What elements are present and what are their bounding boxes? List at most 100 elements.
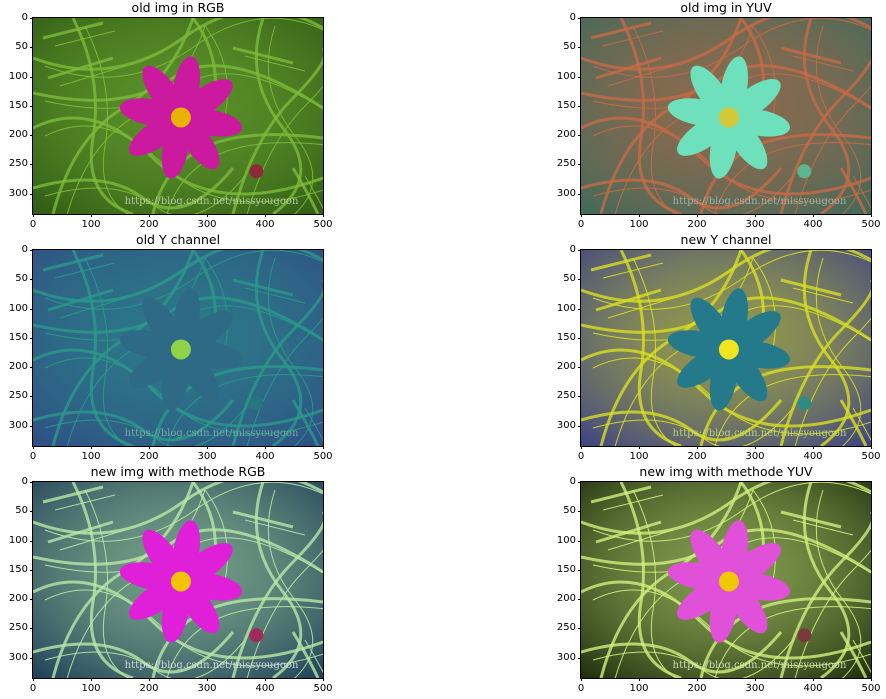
y-tick-label: 150 [548, 564, 581, 576]
x-tick-label: 200 [134, 446, 164, 463]
x-tick-label: 100 [624, 446, 654, 463]
y-tick-label: 100 [0, 71, 33, 83]
y-tick-label: 100 [548, 535, 581, 547]
panel-title: old img in YUV [680, 0, 772, 15]
image-axes: https://blog.csdn.net/missyougoon [580, 17, 872, 215]
x-tick-label: 500 [856, 214, 886, 231]
y-tick-label: 0 [548, 476, 581, 488]
y-tick-label: 150 [548, 332, 581, 344]
x-tick-label: 0 [566, 678, 596, 695]
panel-title: new img with methode YUV [639, 464, 813, 479]
y-tick-label: 50 [548, 505, 581, 517]
flower-image: https://blog.csdn.net/missyougoon [581, 250, 871, 446]
x-tick-label: 300 [740, 678, 770, 695]
y-tick-label: 250 [548, 158, 581, 170]
x-tick-label: 0 [18, 214, 48, 231]
watermark-text: https://blog.csdn.net/missyougoon [125, 428, 299, 439]
y-tick-label: 100 [548, 71, 581, 83]
y-tick-label: 300 [548, 188, 581, 200]
x-tick-label: 100 [76, 214, 106, 231]
x-tick-label: 300 [192, 446, 222, 463]
y-tick-label: 100 [548, 303, 581, 315]
image-panel: new Y channel https://blog.csdn.net/missy… [548, 232, 886, 462]
x-tick-label: 200 [134, 214, 164, 231]
y-tick-label: 150 [0, 100, 33, 112]
y-tick-label: 300 [0, 420, 33, 432]
flower-image: https://blog.csdn.net/missyougoon [581, 18, 871, 214]
x-tick-label: 400 [798, 214, 828, 231]
y-tick-label: 0 [0, 476, 33, 488]
panel-title: new Y channel [680, 232, 772, 247]
y-tick-label: 150 [0, 564, 33, 576]
y-tick-label: 0 [0, 244, 33, 256]
image-axes: https://blog.csdn.net/missyougoon [32, 481, 324, 679]
x-tick-label: 100 [624, 214, 654, 231]
x-tick-label: 300 [192, 214, 222, 231]
y-tick-label: 50 [0, 41, 33, 53]
x-tick-label: 500 [856, 678, 886, 695]
y-tick-label: 150 [0, 332, 33, 344]
y-tick-label: 250 [548, 622, 581, 634]
y-tick-label: 100 [0, 303, 33, 315]
y-tick-label: 300 [0, 652, 33, 664]
panel-title: old Y channel [135, 232, 221, 247]
image-axes: https://blog.csdn.net/missyougoon [580, 249, 872, 447]
x-tick-label: 100 [76, 678, 106, 695]
y-tick-label: 200 [0, 593, 33, 605]
x-tick-label: 300 [740, 446, 770, 463]
image-panel: old Y channel https://blog.csdn.net/missy… [0, 232, 340, 462]
y-tick-label: 100 [0, 535, 33, 547]
y-tick-label: 50 [548, 273, 581, 285]
y-tick-label: 0 [548, 244, 581, 256]
flower-image: https://blog.csdn.net/missyougoon [581, 482, 871, 678]
y-tick-label: 300 [0, 188, 33, 200]
x-tick-label: 100 [76, 446, 106, 463]
y-tick-label: 0 [0, 12, 33, 24]
x-tick-label: 400 [250, 214, 280, 231]
y-tick-label: 50 [0, 273, 33, 285]
x-tick-label: 500 [308, 446, 338, 463]
y-tick-label: 0 [548, 12, 581, 24]
y-tick-label: 200 [548, 593, 581, 605]
x-tick-label: 200 [682, 678, 712, 695]
watermark-text: https://blog.csdn.net/missyougoon [673, 428, 847, 439]
panel-title: new img with methode RGB [90, 464, 266, 479]
x-tick-label: 500 [308, 678, 338, 695]
image-panel: old img in YUV https://blog.csdn.net/miss… [548, 0, 886, 230]
image-axes: https://blog.csdn.net/missyougoon [32, 17, 324, 215]
y-tick-label: 200 [0, 361, 33, 373]
x-tick-label: 0 [18, 678, 48, 695]
y-tick-label: 250 [0, 158, 33, 170]
watermark-text: https://blog.csdn.net/missyougoon [125, 660, 299, 671]
flower-image: https://blog.csdn.net/missyougoon [33, 250, 323, 446]
image-panel: old img in RGB https://blog.csdn.net/miss… [0, 0, 340, 230]
x-tick-label: 300 [192, 678, 222, 695]
y-tick-label: 150 [548, 100, 581, 112]
flower-image: https://blog.csdn.net/missyougoon [33, 18, 323, 214]
image-axes: https://blog.csdn.net/missyougoon [580, 481, 872, 679]
y-tick-label: 50 [548, 41, 581, 53]
y-tick-label: 300 [548, 420, 581, 432]
x-tick-label: 200 [682, 214, 712, 231]
x-tick-label: 400 [798, 678, 828, 695]
y-tick-label: 200 [0, 129, 33, 141]
x-tick-label: 500 [308, 214, 338, 231]
image-panel: new img with methode RGB https://blog.csd… [0, 464, 340, 694]
y-tick-label: 50 [0, 505, 33, 517]
x-tick-label: 200 [682, 446, 712, 463]
x-tick-label: 400 [250, 678, 280, 695]
x-tick-label: 400 [250, 446, 280, 463]
y-tick-label: 200 [548, 361, 581, 373]
y-tick-label: 200 [548, 129, 581, 141]
x-tick-label: 300 [740, 214, 770, 231]
x-tick-label: 100 [624, 678, 654, 695]
watermark-text: https://blog.csdn.net/missyougoon [673, 196, 847, 207]
watermark-text: https://blog.csdn.net/missyougoon [673, 660, 847, 671]
panel-title: old img in RGB [131, 0, 225, 15]
flower-image: https://blog.csdn.net/missyougoon [33, 482, 323, 678]
x-tick-label: 0 [566, 214, 596, 231]
image-axes: https://blog.csdn.net/missyougoon [32, 249, 324, 447]
x-tick-label: 0 [18, 446, 48, 463]
y-tick-label: 250 [0, 622, 33, 634]
image-panel: new img with methode YUV https://blog.csd… [548, 464, 886, 694]
